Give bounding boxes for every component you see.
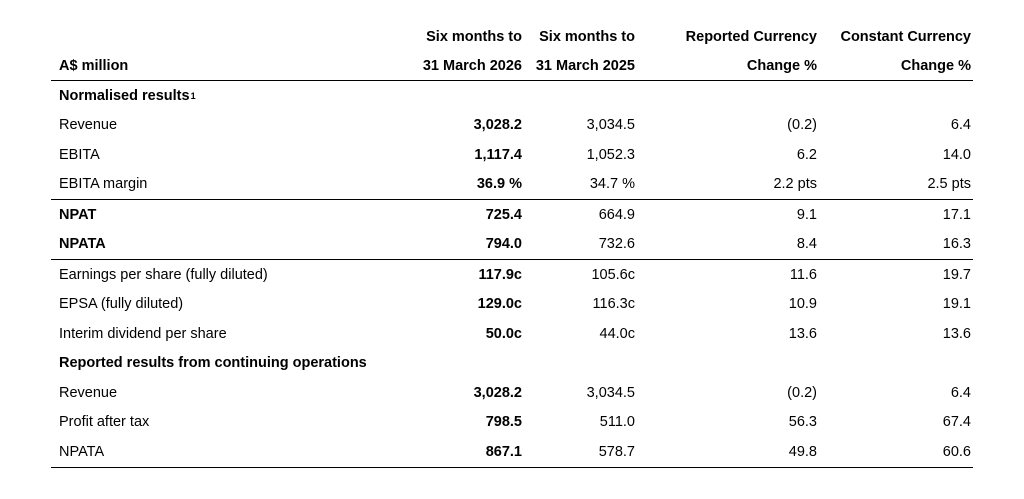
header-row-1: Six months to Six months to Reported Cur…	[51, 22, 973, 51]
reported-change-value: 49.8	[788, 443, 817, 460]
reported-change-value: 9.1	[796, 206, 817, 223]
row-label-text: Revenue	[59, 384, 118, 401]
prior-period-value: 116.3c	[592, 296, 635, 313]
prior-period-value: 732.6	[598, 236, 635, 253]
prior-period-value: 44.0c	[599, 325, 635, 342]
row-label: NPATA	[59, 437, 104, 467]
current-period-value: 794.0	[485, 236, 522, 253]
row-label-text: NPAT	[59, 206, 97, 223]
prior-period-value: 105.6c	[591, 266, 635, 283]
constant-change-value: 19.1	[942, 296, 971, 313]
row-label: EBITA margin	[59, 170, 147, 200]
prior-period-value: 664.9	[598, 206, 635, 223]
col-header-constant-change-line2: Change %	[900, 57, 971, 74]
reported-change-value: 13.6	[788, 325, 817, 342]
row-label-text: Interim dividend per share	[59, 325, 227, 342]
row-label-text: NPATA	[59, 443, 105, 460]
col-header-reported-change-line1: Reported Currency	[685, 28, 817, 45]
prior-period-value: 511.0	[599, 414, 635, 431]
row-label: Revenue	[59, 378, 117, 408]
current-period-value: 1,117.4	[474, 146, 522, 163]
constant-change-value: 67.4	[942, 414, 971, 431]
row-label: Revenue	[59, 111, 117, 141]
table-row: Earnings per share (fully diluted) 117.9c…	[51, 259, 973, 290]
row-label: Interim dividend per share	[59, 319, 227, 349]
row-label: NPAT	[59, 200, 96, 230]
current-period-value: 867.1	[485, 443, 522, 460]
row-label-text: Profit after tax	[59, 414, 150, 431]
reported-change-value: (0.2)	[787, 384, 817, 401]
row-label-text: Earnings per share (fully diluted)	[59, 266, 268, 283]
reported-change-value: 6.2	[796, 146, 817, 163]
prior-period-value: 3,034.5	[586, 384, 635, 401]
table-row: EBITA 1,117.4 1,052.3 6.2 14.0	[51, 140, 973, 170]
table-row: Profit after tax 798.5 511.0 56.3 67.4	[51, 408, 973, 438]
table-row: Interim dividend per share 50.0c 44.0c 13.6…	[51, 319, 973, 349]
reported-change-value: (0.2)	[787, 117, 817, 134]
col-header-units: A$ million	[59, 57, 129, 74]
row-label-text: EBITA margin	[59, 176, 148, 193]
prior-period-value: 3,034.5	[586, 117, 635, 134]
table-row: EPSA (fully diluted) 129.0c 116.3c 10.9 19.1	[51, 290, 973, 320]
col-header-reported-change-line2: Change %	[746, 57, 817, 74]
financial-results-table: Six months to Six months to Reported Cur…	[51, 22, 973, 468]
table-row: Revenue 3,028.2 3,034.5 (0.2) 6.4	[51, 111, 973, 141]
prior-period-value: 578.7	[598, 443, 635, 460]
reported-change-value: 2.2 pts	[773, 176, 817, 193]
current-period-value: 50.0c	[485, 325, 522, 342]
reported-change-value: 56.3	[788, 414, 817, 431]
row-label-text: EBITA	[59, 146, 100, 163]
col-header-prior-period-line2: 31 March 2025	[535, 57, 635, 74]
reported-change-value: 11.6	[789, 266, 817, 283]
col-header-constant-change-line1: Constant Currency	[840, 28, 971, 45]
row-label: NPATA	[59, 230, 106, 260]
row-label: Profit after tax	[59, 408, 149, 438]
row-label: Reported results from continuing operati…	[59, 349, 367, 379]
table-row: Revenue 3,028.2 3,034.5 (0.2) 6.4	[51, 378, 973, 408]
constant-change-value: 60.6	[942, 443, 971, 460]
col-header-current-period-line1: Six months to	[426, 28, 522, 45]
row-label-text: EPSA (fully diluted)	[59, 296, 184, 313]
current-period-value: 117.9c	[478, 266, 522, 283]
col-header-prior-period-line1: Six months to	[539, 28, 635, 45]
constant-change-value: 14.0	[942, 146, 971, 163]
table-row: NPATA 867.1 578.7 49.8 60.6	[51, 437, 973, 468]
prior-period-value: 1,052.3	[586, 146, 635, 163]
constant-change-value: 19.7	[942, 266, 971, 283]
row-label: EBITA	[59, 140, 100, 170]
table-row: EBITA margin 36.9 % 34.7 % 2.2 pts 2.5 pts	[51, 170, 973, 200]
prior-period-value: 34.7 %	[589, 176, 635, 193]
row-label-text: Revenue	[59, 117, 118, 134]
reported-change-value: 10.9	[788, 296, 817, 313]
reported-change-value: 8.4	[796, 236, 817, 253]
row-label-text: Normalised results	[59, 87, 190, 104]
constant-change-value: 16.3	[942, 236, 971, 253]
row-label: Normalised results 1	[59, 81, 196, 111]
current-period-value: 725.4	[485, 206, 522, 223]
constant-change-value: 6.4	[950, 384, 971, 401]
row-label-text: NPATA	[59, 236, 106, 253]
current-period-value: 129.0c	[477, 296, 522, 313]
current-period-value: 3,028.2	[473, 117, 522, 134]
current-period-value: 36.9 %	[476, 176, 522, 193]
row-label-text: Reported results from continuing operati…	[59, 355, 367, 372]
row-label: Earnings per share (fully diluted)	[59, 260, 268, 290]
section-header-row: Normalised results 1	[51, 81, 973, 111]
constant-change-value: 17.1	[942, 206, 971, 223]
table-row: NPATA 794.0 732.6 8.4 16.3	[51, 230, 973, 260]
footnote-marker: 1	[190, 90, 196, 101]
constant-change-value: 2.5 pts	[927, 176, 971, 193]
constant-change-value: 6.4	[950, 117, 971, 134]
current-period-value: 798.5	[485, 414, 522, 431]
col-header-current-period-line2: 31 March 2026	[422, 57, 522, 74]
header-row-2: A$ million 31 March 2026 31 March 2025 C…	[51, 51, 973, 81]
row-label: EPSA (fully diluted)	[59, 290, 183, 320]
current-period-value: 3,028.2	[473, 384, 522, 401]
table-row: NPAT 725.4 664.9 9.1 17.1	[51, 199, 973, 230]
table-body: Normalised results 1 Revenue 3,028.2 3,034.5…	[51, 81, 973, 468]
constant-change-value: 13.6	[942, 325, 971, 342]
section-header-row: Reported results from continuing operati…	[51, 349, 973, 379]
